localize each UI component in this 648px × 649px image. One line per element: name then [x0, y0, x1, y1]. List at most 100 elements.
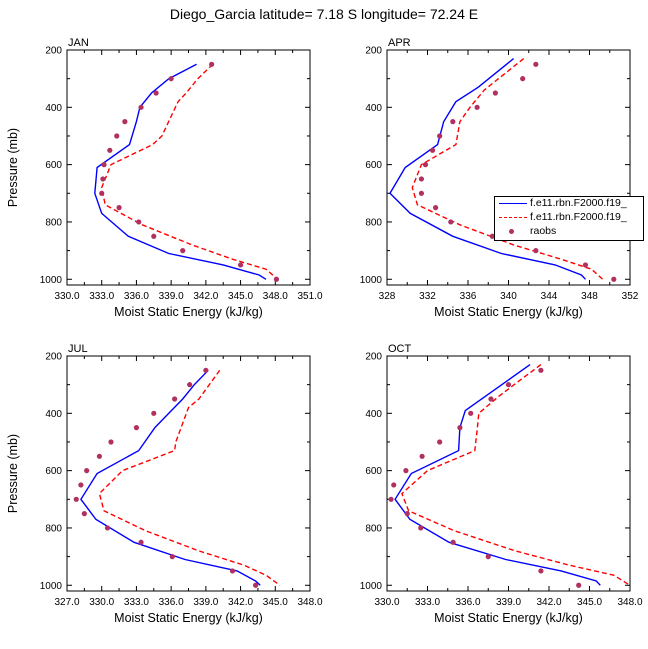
x-tick-label: 352: [622, 291, 639, 302]
raobs-point: [418, 176, 425, 182]
raobs-point: [520, 76, 526, 82]
raobs-point: [136, 219, 142, 225]
y-tick-label: 1000: [360, 581, 383, 592]
y-tick-label: 1000: [360, 275, 383, 286]
raobs-point: [168, 76, 174, 82]
chart-panel-apr: APR 328 332 336 340 344 348 352 200 400 600 800 1000…: [360, 37, 639, 319]
x-tick-label: 345.0: [577, 597, 602, 608]
panel-title: JUL: [68, 343, 88, 355]
raobs-point: [437, 133, 443, 139]
raobs-point: [104, 525, 111, 531]
raobs-point: [448, 219, 454, 225]
raobs-point: [138, 104, 144, 110]
raobs-point: [429, 147, 436, 153]
legend-item-model-2: f.e11.rbn.F2000.f19_: [495, 211, 643, 225]
raobs-point: [138, 539, 144, 545]
x-tick-label: 330.0: [54, 291, 79, 302]
model-line-dashed: [401, 364, 631, 586]
x-tick-label: 336.0: [124, 291, 149, 302]
y-tick-label: 800: [365, 523, 382, 534]
model-line-dashed: [100, 63, 279, 280]
legend-dashed-line-icon: [499, 217, 527, 218]
raobs-point: [422, 162, 429, 168]
plot-frame: [66, 49, 311, 286]
raobs-point: [84, 468, 90, 474]
panel-title: JAN: [68, 37, 89, 49]
raobs-point: [404, 511, 410, 517]
x-axis-label: Moist Static Energy (kJ/kg): [434, 305, 583, 319]
x-tick-label: 330.0: [89, 597, 114, 608]
x-tick-label: 342.0: [193, 291, 218, 302]
x-axis-label: Moist Static Energy (kJ/kg): [114, 611, 263, 625]
x-tick-label: 327.0: [54, 597, 79, 608]
raobs-point: [433, 205, 439, 211]
legend-label: f.e11.rbn.F2000.f19_: [530, 211, 627, 223]
raobs-point: [576, 582, 582, 588]
x-tick-label: 345.0: [263, 597, 288, 608]
x-tick-label: 336: [460, 291, 477, 302]
raobs-point: [474, 104, 480, 110]
x-tick-label: 328: [379, 291, 396, 302]
raobs-point: [108, 439, 114, 445]
x-tick-label: 336.0: [159, 597, 184, 608]
raobs-point: [114, 133, 120, 139]
raobs-point: [468, 410, 474, 416]
x-tick-label: 339.0: [496, 597, 521, 608]
raobs-point: [388, 496, 394, 502]
chart-panel-jan: JAN 330.0 333.0 336.0 339.0 342.0 345.0 348.0 35…: [6, 37, 323, 319]
raobs-point: [505, 382, 512, 388]
x-axis-label: Moist Static Energy (kJ/kg): [114, 305, 263, 319]
x-tick-label: 339.0: [159, 291, 184, 302]
y-tick-label: 400: [45, 103, 62, 114]
y-tick-label: 400: [365, 409, 382, 420]
model-line-solid: [80, 369, 261, 586]
y-tick-label: 800: [45, 523, 62, 534]
legend-label: raobs: [530, 225, 557, 237]
chart-panel-oct: OCT 330.0 333.0 336.0 339.0 342.0 345.0 348.0 20…: [360, 343, 643, 625]
raobs-point: [485, 554, 491, 560]
y-axis-label: Pressure (mb): [6, 128, 20, 207]
raobs-point: [450, 539, 456, 545]
raobs-point: [488, 396, 494, 402]
raobs-point: [419, 453, 425, 459]
raobs-point: [187, 382, 193, 388]
x-tick-label: 344: [541, 291, 558, 302]
raobs-point: [403, 468, 409, 474]
raobs-point: [229, 568, 236, 574]
x-tick-label: 345.0: [228, 291, 253, 302]
raobs-point: [116, 205, 122, 211]
raobs-point: [73, 496, 79, 502]
raobs-point: [133, 425, 140, 431]
y-axis-label: Pressure (mb): [6, 434, 20, 513]
x-tick-label: 339.0: [193, 597, 218, 608]
raobs-point: [101, 162, 107, 168]
raobs-point: [611, 276, 617, 282]
model-line-solid: [94, 63, 267, 280]
model-line-solid: [394, 364, 601, 586]
raobs-point: [418, 190, 425, 196]
raobs-point: [533, 61, 539, 67]
y-tick-label: 400: [365, 103, 382, 114]
model-line-dashed: [411, 58, 604, 280]
raobs-point: [437, 439, 443, 445]
y-tick-label: 600: [365, 160, 382, 171]
raobs-point: [172, 396, 178, 402]
raobs-point: [151, 233, 157, 239]
y-tick-label: 1000: [40, 275, 63, 286]
legend: f.e11.rbn.F2000.f19_ f.e11.rbn.F2000.f19…: [494, 196, 644, 241]
raobs-point: [153, 90, 159, 96]
legend-solid-line-icon: [499, 203, 527, 204]
legend-item-model-1: f.e11.rbn.F2000.f19_: [495, 197, 643, 211]
raobs-point: [450, 119, 456, 125]
chart-panel-jul: JUL 327.0 330.0 333.0 336.0 339.0 342.0 345.0 34…: [6, 343, 323, 625]
raobs-point: [418, 525, 424, 531]
raobs-point: [237, 262, 244, 268]
raobs-point: [489, 233, 495, 239]
y-tick-label: 400: [45, 409, 62, 420]
x-tick-label: 333.0: [124, 597, 149, 608]
y-tick-label: 600: [45, 160, 62, 171]
y-tick-label: 200: [45, 352, 62, 363]
legend-dot-icon: [509, 229, 514, 234]
legend-item-raobs: raobs: [495, 225, 643, 239]
raobs-point: [96, 453, 102, 459]
